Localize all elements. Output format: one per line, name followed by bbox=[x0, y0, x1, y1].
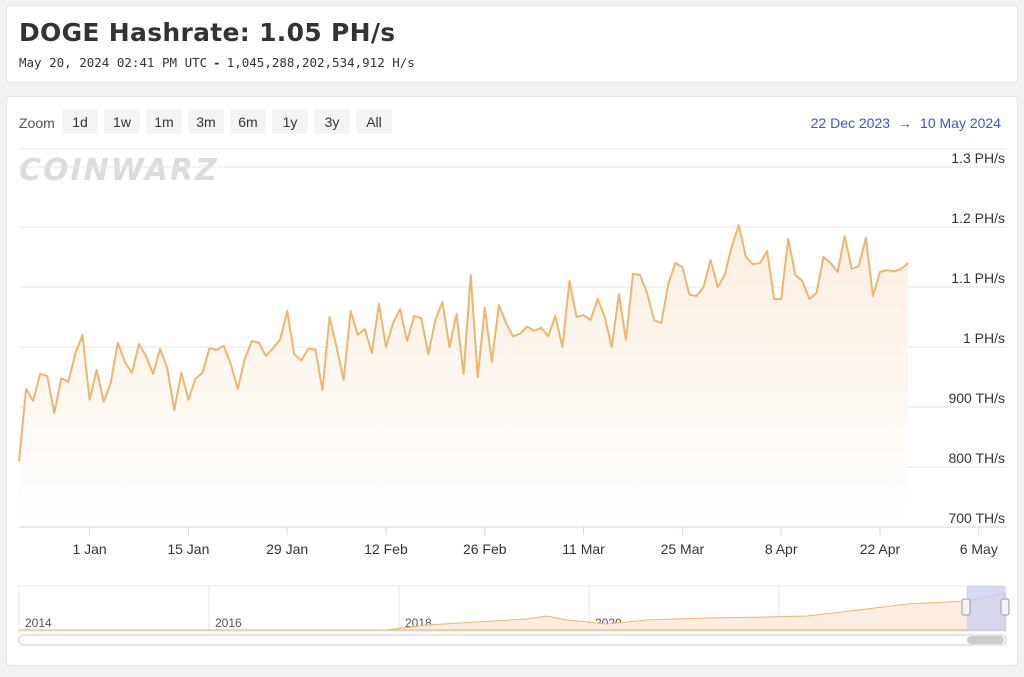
x-tick-label: 12 Feb bbox=[364, 541, 408, 557]
zoom-button-3y[interactable]: 3y bbox=[314, 109, 350, 134]
y-tick-label: 700 TH/s bbox=[948, 510, 1005, 526]
y-axis: 700 TH/s 800 TH/s 900 TH/s 1 PH/s 1.1 PH/s 1.… bbox=[948, 150, 1005, 526]
zoom-label: Zoom bbox=[19, 115, 55, 131]
range-end-date[interactable]: 10 May 2024 bbox=[920, 115, 1001, 131]
x-tick-label: 11 Mar bbox=[562, 541, 605, 557]
y-tick-label: 1.3 PH/s bbox=[951, 150, 1005, 166]
zoom-button-1y[interactable]: 1y bbox=[272, 109, 308, 134]
navigator-year-label: 2014 bbox=[25, 616, 52, 630]
navigator-scrollbar-thumb[interactable] bbox=[967, 636, 1004, 644]
date-range[interactable]: 22 Dec 2023 → 10 May 2024 bbox=[811, 115, 1001, 131]
zoom-button-1w[interactable]: 1w bbox=[104, 109, 140, 134]
separator: - bbox=[213, 55, 221, 70]
y-tick-label: 1 PH/s bbox=[963, 330, 1005, 346]
hashrate-subtitle: May 20, 2024 02:41 PM UTC -1,045,288,202,… bbox=[19, 55, 415, 70]
x-tick-label: 29 Jan bbox=[266, 541, 308, 557]
zoom-button-1d[interactable]: 1d bbox=[62, 109, 98, 134]
x-tick-label: 8 Apr bbox=[765, 541, 798, 557]
x-tick-label: 26 Feb bbox=[463, 541, 507, 557]
zoom-button-1m[interactable]: 1m bbox=[146, 109, 182, 134]
navigator-selection[interactable] bbox=[967, 586, 1005, 631]
x-tick-label: 1 Jan bbox=[72, 541, 106, 557]
chart-card: Zoom 1d 1w 1m 3m 6m 1y 3y All 22 Dec 202… bbox=[6, 96, 1018, 666]
x-tick-label: 22 Apr bbox=[860, 541, 901, 557]
timestamp: May 20, 2024 02:41 PM UTC bbox=[19, 55, 208, 70]
hashrate-chart[interactable]: 700 TH/s 800 TH/s 900 TH/s 1 PH/s 1.1 PH/s 1.… bbox=[7, 97, 1017, 663]
x-tick-label: 6 May bbox=[960, 541, 998, 557]
range-start-date[interactable]: 22 Dec 2023 bbox=[810, 115, 891, 131]
x-axis: 1 Jan 15 Jan 29 Jan 12 Feb 26 Feb 11 Mar 25 Ma… bbox=[72, 527, 998, 557]
y-tick-label: 1.1 PH/s bbox=[951, 270, 1005, 286]
hashrate-raw-value: 1,045,288,202,534,912 H/s bbox=[226, 55, 415, 70]
page-title: DOGE Hashrate: 1.05 PH/s bbox=[19, 18, 396, 47]
navigator[interactable]: 201420162018202020222024 bbox=[18, 585, 1010, 646]
navigator-scrollbar-track[interactable] bbox=[18, 634, 1007, 646]
x-tick-label: 25 Mar bbox=[661, 541, 705, 557]
navigator-year-label: 2016 bbox=[215, 616, 242, 630]
coinwarz-watermark-logo: COINWARZ bbox=[19, 153, 219, 188]
range-arrow: → bbox=[898, 115, 913, 131]
x-tick-label: 15 Jan bbox=[167, 541, 209, 557]
zoom-button-all[interactable]: All bbox=[356, 109, 392, 134]
y-tick-label: 1.2 PH/s bbox=[951, 210, 1005, 226]
navigator-left-handle[interactable] bbox=[961, 598, 971, 616]
y-tick-label: 900 TH/s bbox=[948, 390, 1005, 406]
y-tick-label: 800 TH/s bbox=[948, 450, 1005, 466]
hashrate-series-line[interactable] bbox=[18, 224, 909, 462]
navigator-right-handle[interactable] bbox=[1000, 598, 1010, 616]
header-card: DOGE Hashrate: 1.05 PH/s May 20, 2024 02… bbox=[6, 5, 1018, 83]
hashrate-area-fill bbox=[19, 225, 909, 527]
zoom-button-6m[interactable]: 6m bbox=[230, 109, 266, 134]
zoom-button-3m[interactable]: 3m bbox=[188, 109, 224, 134]
